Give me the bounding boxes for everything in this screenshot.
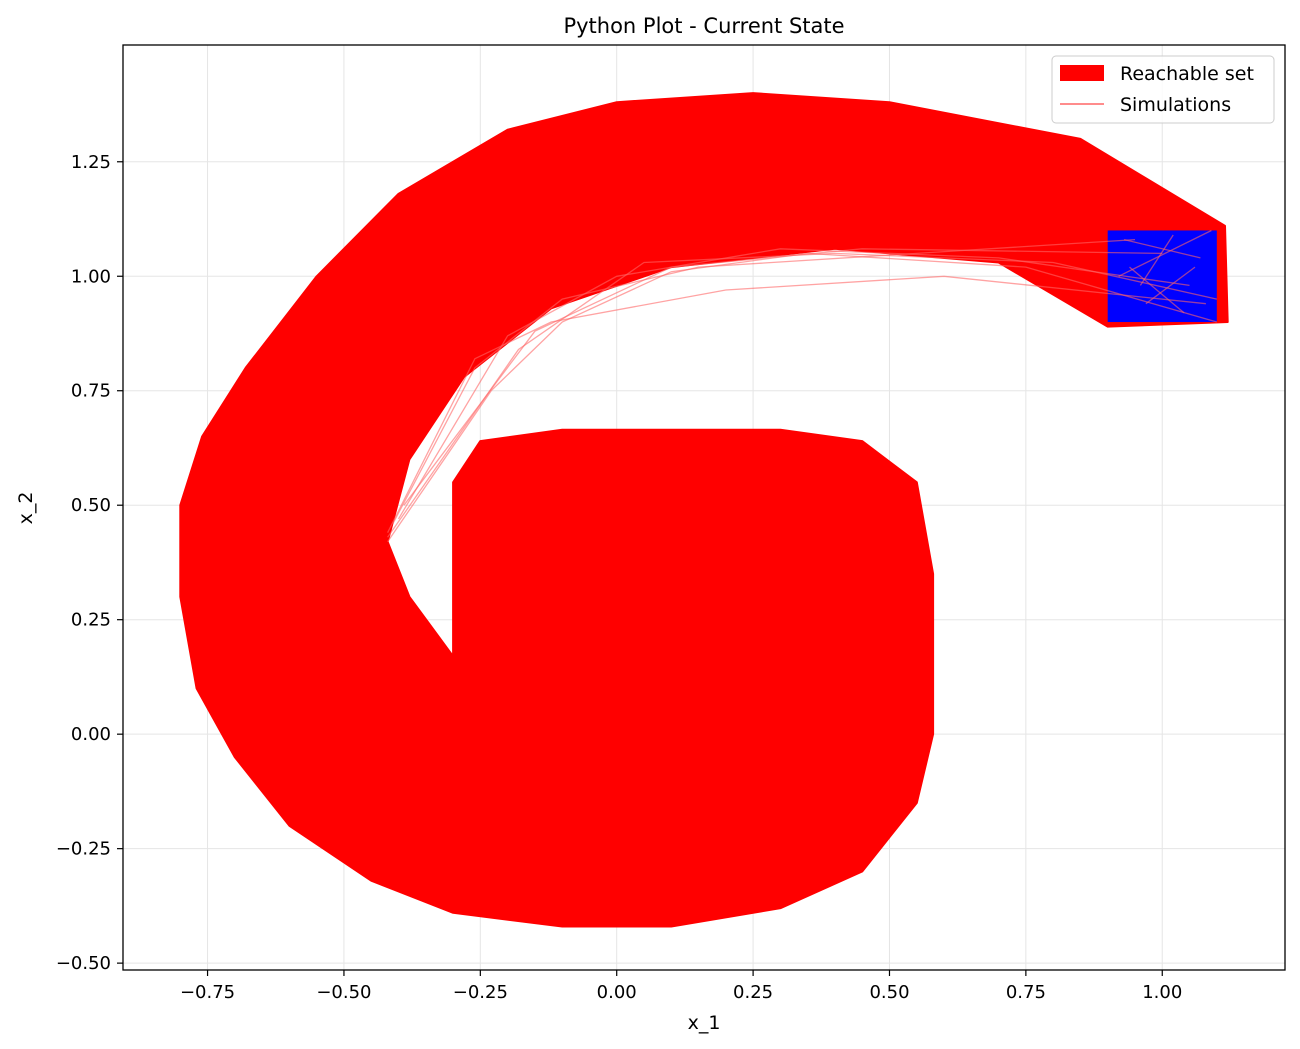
simulation-line-2 bbox=[397, 248, 1190, 520]
x-tick-label-0: −0.75 bbox=[180, 982, 235, 1003]
legend-box bbox=[1051, 55, 1275, 124]
x-tick-label-5: 0.50 bbox=[869, 982, 909, 1003]
y-tick-label-4: 0.50 bbox=[71, 495, 111, 516]
simulation-lines bbox=[387, 229, 1217, 543]
x-tick-label-6: 0.75 bbox=[1006, 982, 1046, 1003]
reachable-set-region bbox=[179, 92, 1229, 928]
legend: Reachable set Simulations bbox=[1051, 55, 1275, 124]
y-tick-label-3: 0.25 bbox=[71, 610, 111, 631]
x-tick-label-3: 0.00 bbox=[597, 982, 637, 1003]
chart-title: Python Plot - Current State bbox=[563, 14, 844, 38]
simulation-line-1 bbox=[387, 275, 1206, 533]
x-tick-label-7: 1.00 bbox=[1142, 982, 1182, 1003]
y-tick-label-2: 0.00 bbox=[71, 724, 111, 745]
simulation-line-6 bbox=[1118, 229, 1212, 277]
x-axis-ticks: −0.75 −0.50 −0.25 0.00 0.25 0.50 0.75 1.00 bbox=[180, 970, 1182, 1003]
plot-frame bbox=[122, 44, 1286, 971]
y-tick-label-6: 1.00 bbox=[71, 266, 111, 287]
y-tick-label-0: −0.50 bbox=[56, 953, 111, 974]
legend-label-simulations: Simulations bbox=[1120, 94, 1231, 116]
simulation-line-5 bbox=[387, 252, 1217, 538]
simulation-line-9 bbox=[1145, 266, 1196, 305]
y-axis-label: x_2 bbox=[15, 492, 37, 525]
y-tick-label-7: 1.25 bbox=[71, 152, 111, 173]
y-tick-label-1: −0.25 bbox=[56, 839, 111, 860]
y-axis-ticks: −0.50 −0.25 0.00 0.25 0.50 0.75 1.00 1.25 bbox=[56, 152, 123, 974]
legend-label-reachable-set: Reachable set bbox=[1120, 63, 1254, 85]
x-axis-label: x_1 bbox=[688, 1012, 721, 1034]
x-tick-label-2: −0.25 bbox=[453, 982, 508, 1003]
simulation-line-4 bbox=[392, 238, 1136, 524]
legend-swatch-reachable-set bbox=[1060, 65, 1104, 81]
simulation-line-0 bbox=[387, 252, 1217, 543]
simulation-line-10 bbox=[1139, 234, 1174, 286]
x-tick-label-1: −0.50 bbox=[316, 982, 371, 1003]
simulation-line-7 bbox=[1123, 238, 1201, 259]
x-tick-label-4: 0.25 bbox=[733, 982, 773, 1003]
simulation-line-8 bbox=[1129, 266, 1185, 314]
y-tick-label-5: 0.75 bbox=[71, 381, 111, 402]
